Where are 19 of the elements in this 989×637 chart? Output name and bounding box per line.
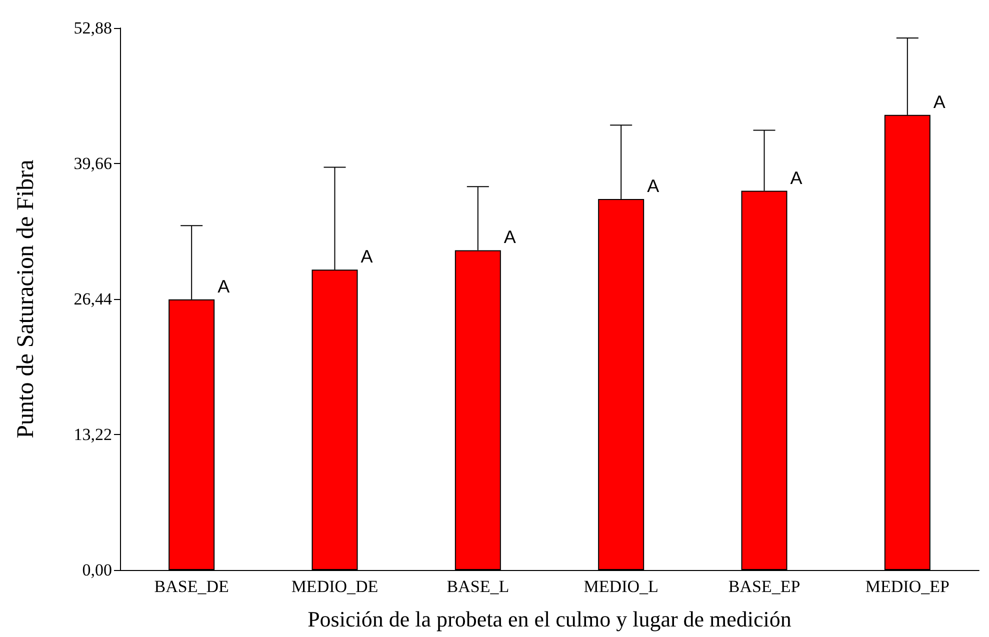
annotation: A [504,227,516,248]
x-tick-label: BASE_L [446,577,510,596]
x-tick-label: BASE_DE [154,577,229,596]
annotation: A [933,92,946,112]
y-tick-label: 39,66 [74,154,112,173]
y-tick-label: 26,44 [74,290,112,308]
y-tick-label: 13,22 [74,425,112,444]
annotation: A [360,246,373,267]
x-tick-label: MEDIO_DE [291,577,378,596]
y-tick-label: 0,00 [82,560,112,580]
annotation: A [790,168,802,188]
x-tick-label: MEDIO_L [584,577,658,596]
y-axis-title: Punto de Saturacion de Fibra [13,159,39,438]
annotation: A [647,176,660,196]
annotation: A [218,276,230,296]
x-axis-title: Posición de la probeta en el culmo y lugar de medición [308,606,792,632]
y-tick-label: 52,88 [74,18,112,38]
x-tick-label: BASE_EP [728,577,800,596]
x-tick-label: MEDIO_EP [865,577,950,596]
